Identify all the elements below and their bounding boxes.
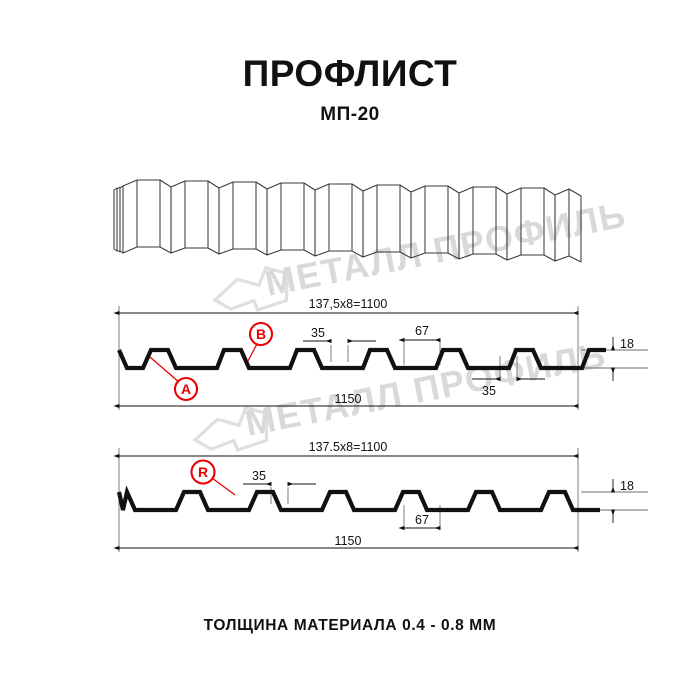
profile-outline-bottom <box>116 485 600 513</box>
dimension-height: 18 <box>610 479 634 523</box>
material-thickness-note: ТОЛЩИНА МАТЕРИАЛА 0.4 - 0.8 ММ <box>203 617 497 634</box>
profile-outline-top <box>117 347 606 371</box>
callout-a: A <box>149 356 199 402</box>
dimension-label-top-overall: 137,5x8=1100 <box>309 297 388 311</box>
dimension-label-inner-35-lower: 35 <box>482 384 496 398</box>
dimension-inner-35-upper: 35 <box>243 469 316 504</box>
section-top: 137,5x8=1100 1150 18 35 <box>113 297 648 410</box>
dimension-label-inner-35-upper: 35 <box>311 326 325 340</box>
dimension-label-height: 18 <box>620 337 634 351</box>
dimension-label-inner-67: 67 <box>415 324 429 338</box>
dimension-label-inner-67: 67 <box>415 513 429 527</box>
callout-a-label: A <box>181 381 191 397</box>
dimension-top-overall: 137,5x8=1100 <box>113 297 579 316</box>
page-subtitle: МП-20 <box>320 104 380 125</box>
dimension-label-bottom-overall: 1150 <box>335 392 362 406</box>
callout-r: R <box>190 459 236 496</box>
page-title: ПРОФЛИСТ <box>242 53 458 94</box>
dimension-top-overall: 137.5x8=1100 <box>113 440 579 459</box>
dimension-label-height: 18 <box>620 479 634 493</box>
dimension-inner-35-lower: 35 <box>472 356 545 398</box>
callout-b: B <box>247 321 274 362</box>
extension-lines <box>118 306 648 410</box>
dimension-label-top-overall: 137.5x8=1100 <box>309 440 388 454</box>
isometric-profile-view <box>113 179 582 263</box>
dimension-inner-67: 67 <box>398 324 441 365</box>
section-bottom: 137.5x8=1100 1150 18 35 <box>113 440 648 552</box>
title-block: ПРОФЛИСТ МП-20 <box>0 52 700 128</box>
dimension-label-inner-35-upper: 35 <box>252 469 266 483</box>
dimension-height: 18 <box>610 337 634 381</box>
dimension-bottom-overall: 1150 <box>113 534 579 551</box>
callout-r-label: R <box>198 464 208 480</box>
callout-b-label: B <box>256 326 266 342</box>
dimension-label-bottom-overall: 1150 <box>335 534 362 548</box>
callout-r-circle <box>190 459 216 485</box>
callout-a-circle <box>173 376 199 402</box>
callout-b-circle <box>248 321 274 347</box>
dimension-inner-35-upper: 35 <box>303 326 376 362</box>
dimension-bottom-overall: 1150 <box>113 392 579 409</box>
